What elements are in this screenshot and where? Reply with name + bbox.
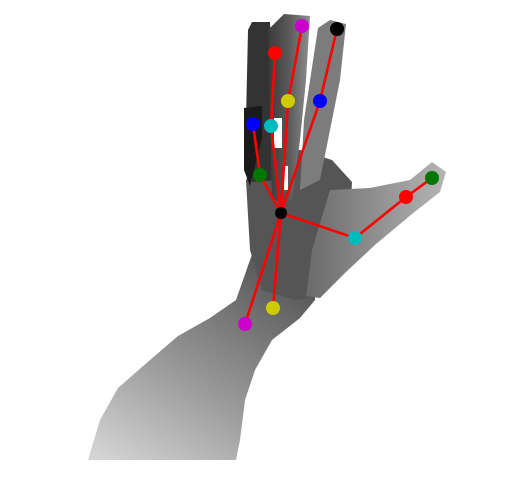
bone — [279, 99, 322, 215]
skeleton-bones — [243, 24, 434, 326]
joint-finger-black-tip — [330, 22, 344, 36]
gap-speck — [284, 166, 288, 190]
forearm-region — [88, 230, 315, 460]
joint-finger-cyan — [264, 119, 278, 133]
bone — [279, 99, 290, 215]
joint-finger-magenta-tip — [295, 19, 309, 33]
joint-finger-green — [253, 168, 267, 182]
bone — [243, 211, 283, 326]
joint-finger-red-tip — [268, 46, 282, 60]
joint-wrist-center — [275, 207, 287, 219]
bone — [269, 124, 283, 215]
bone — [286, 24, 304, 103]
bone — [258, 173, 283, 215]
bone — [271, 211, 283, 310]
gap-speck — [274, 118, 282, 148]
joint-thumb-cyan — [348, 231, 362, 245]
joint-thumb-green — [425, 171, 439, 185]
joint-thumb-red — [399, 190, 413, 204]
joint-finger-yellow — [281, 94, 295, 108]
bone — [251, 122, 262, 177]
bone — [279, 211, 357, 240]
bone — [318, 27, 339, 103]
skeleton-joints — [238, 19, 439, 331]
bone — [269, 51, 277, 128]
joint-wrist-magenta — [238, 317, 252, 331]
joint-finger-blue-left — [246, 117, 260, 131]
joint-wrist-yellow — [266, 301, 280, 315]
bone — [353, 195, 408, 240]
joint-finger-blue-right — [313, 94, 327, 108]
hand-silhouette — [88, 14, 446, 460]
